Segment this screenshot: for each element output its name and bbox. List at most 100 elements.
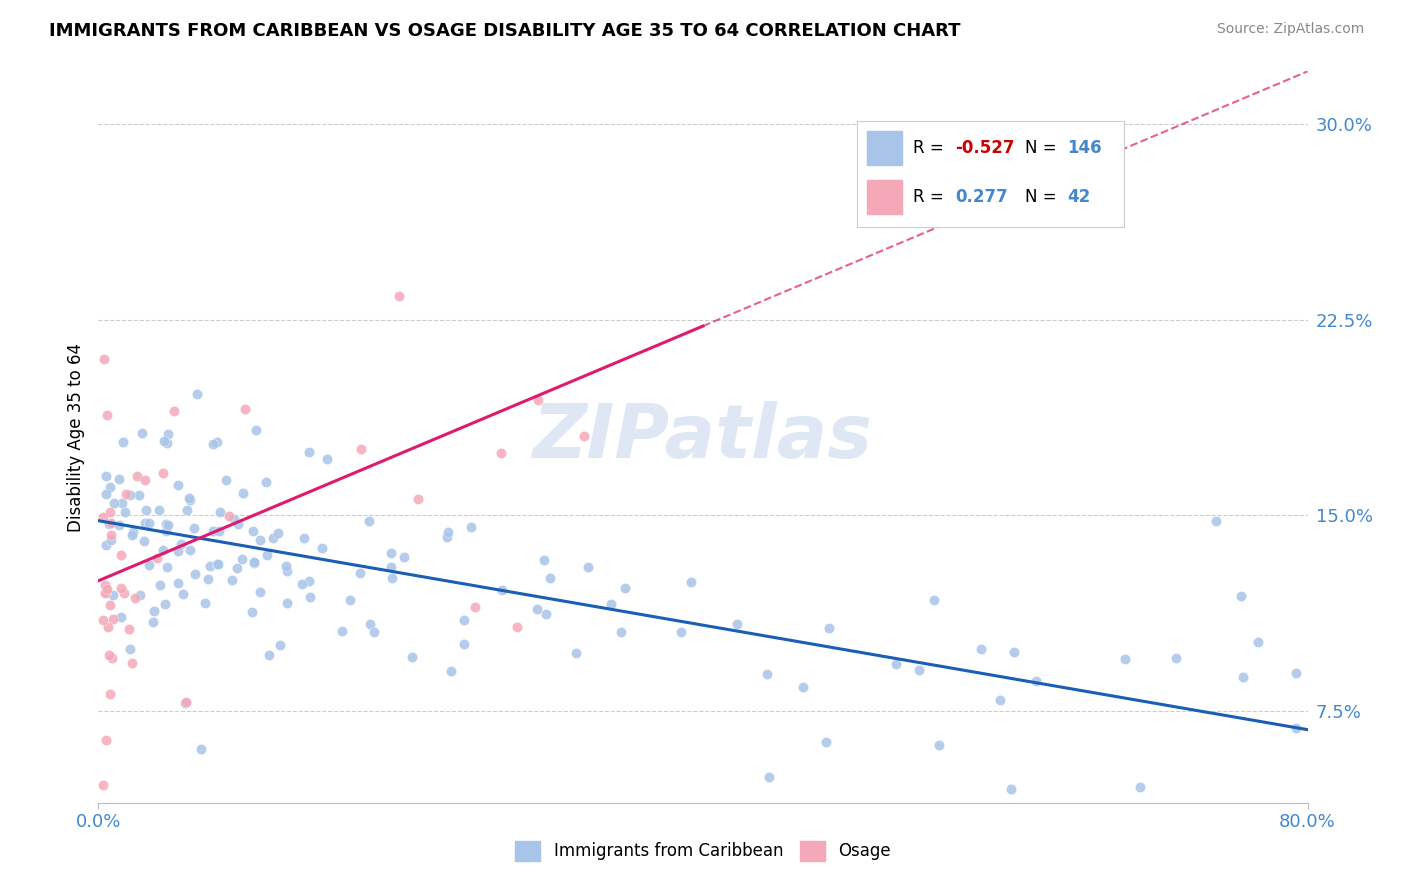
Point [149,578,172,592]
Point [98,506,121,520]
Point [221,573,243,587]
Point [453,613,475,627]
Point [215,473,238,487]
Point [254,475,277,490]
Text: ZIPatlas: ZIPatlas [533,401,873,474]
Point [614,581,637,595]
Point [818,621,841,635]
Point [489,446,512,460]
Point [359,515,381,529]
Point [108,472,131,486]
Point [94,538,117,552]
Point [538,571,561,585]
Point [103,612,125,626]
Point [349,442,371,457]
Point [114,505,136,519]
Point [125,469,148,483]
Point [94,486,117,500]
Point [401,649,423,664]
Point [231,552,253,566]
Point [226,516,249,531]
Point [155,524,177,538]
Text: N =: N = [1025,139,1062,158]
Point [93,351,115,366]
Text: 146: 146 [1067,139,1102,158]
Point [132,534,155,549]
Point [177,491,200,505]
Point [257,648,280,662]
Point [198,558,221,573]
Point [157,426,180,441]
Point [103,496,125,510]
Y-axis label: Disability Age 35 to 64: Disability Age 35 to 64 [66,343,84,532]
Point [884,657,907,671]
Point [464,599,486,614]
Point [118,622,141,636]
Text: 42: 42 [1067,188,1091,206]
Point [112,586,135,600]
Point [91,613,114,627]
Point [679,574,702,589]
Text: Source: ZipAtlas.com: Source: ZipAtlas.com [1216,22,1364,37]
Point [758,770,780,784]
Point [122,524,145,539]
Point [725,616,748,631]
Point [135,503,157,517]
Point [208,524,231,538]
Point [207,557,229,571]
Point [118,488,141,502]
Point [121,656,143,670]
Point [118,641,141,656]
Point [173,696,195,710]
Point [172,587,194,601]
Point [100,533,122,548]
Point [98,479,121,493]
Point [224,511,246,525]
Point [565,646,588,660]
Point [143,604,166,618]
Point [269,638,291,652]
Point [245,423,267,437]
Point [928,738,950,752]
Point [152,434,174,448]
Point [148,503,170,517]
Point [138,558,160,573]
Point [381,571,404,585]
Point [194,596,217,610]
Point [1247,634,1270,648]
Point [134,516,156,531]
Point [311,541,333,555]
Point [1004,644,1026,658]
Point [988,692,1011,706]
Point [179,543,201,558]
Point [156,560,179,574]
Point [505,620,527,634]
Point [91,510,114,524]
Point [111,496,134,510]
Point [922,593,945,607]
Bar [868,131,903,166]
Point [170,537,193,551]
Point [94,578,117,592]
Point [243,556,266,570]
Point [94,732,117,747]
Point [225,561,247,575]
Point [572,429,595,443]
Point [166,477,188,491]
Point [437,524,460,539]
Point [97,517,120,532]
Point [1166,651,1188,665]
Point [460,519,482,533]
Point [907,664,929,678]
Point [533,553,555,567]
Point [249,533,271,548]
Point [408,491,430,506]
Point [129,588,152,602]
Text: -0.527: -0.527 [956,139,1015,158]
Point [184,567,207,582]
Point [94,469,117,483]
Point [179,493,201,508]
Point [100,528,122,542]
Point [96,409,118,423]
Point [176,502,198,516]
